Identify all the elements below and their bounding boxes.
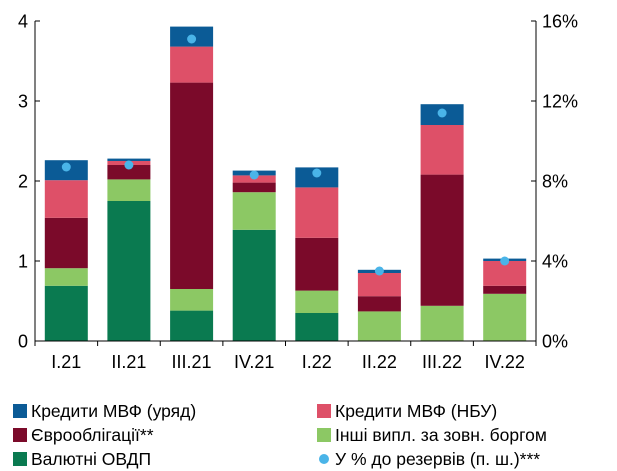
bar-segment [357,296,401,312]
legend-item-fx-govbonds: Валютні ОВДП [13,448,151,470]
legend-swatch [13,428,27,442]
bar-segment [170,82,214,289]
x-tick-label: II.22 [362,352,397,372]
legend: Кредити МВФ (уряд) Кредити МВФ (НБУ) Євр… [0,398,617,471]
x-tick-label: IV.22 [484,352,524,372]
x-tick-label: I.21 [51,352,81,372]
bar-segment [44,180,88,218]
bar-segment [44,217,88,269]
bar-segment [483,285,527,294]
legend-label: Валютні ОВДП [31,449,152,469]
x-tick-label: IV.21 [234,352,274,372]
bar-segment [357,273,401,297]
y-tick-label-right: 8% [542,172,568,192]
legend-label: Єврооблігації** [31,425,154,445]
reserve-share-marker [249,170,259,180]
bar-segment [170,310,214,341]
bar-segment [420,174,464,306]
bar-segment [420,125,464,175]
legend-item-other-external-debt: Інші випл. за зовн. боргом [317,424,547,446]
bar-segment [107,201,151,341]
bar-segment [357,311,401,341]
legend-label: Кредити МВФ (НБУ) [335,401,498,421]
legend-item-imf-nbu: Кредити МВФ (НБУ) [317,400,497,422]
y-tick-label-left: 3 [18,92,28,112]
y-tick-label-left: 0 [18,332,28,352]
legend-item-imf-government: Кредити МВФ (уряд) [13,400,196,422]
stacked-bar-chart: 0 1 2 3 4 0% 4% 8% 12% 16% I.21 II.21 III.21 IV.21 I.2… [18,12,578,373]
y-tick-label-right: 12% [542,92,578,112]
y-tick-label-left: 2 [18,172,28,192]
legend-label: Кредити МВФ (уряд) [31,401,197,421]
legend-label: У % до резервів (п. ш.)*** [335,449,541,469]
legend-swatch [13,404,27,418]
legend-swatch [13,452,27,466]
bar-segment [170,289,214,311]
reserve-share-marker [374,266,384,276]
x-tick-label: III.21 [172,352,212,372]
legend-dot [319,454,329,464]
bar-segment [107,158,151,161]
x-tick-label: III.22 [422,352,462,372]
x-tick-label: I.22 [302,352,332,372]
legend-item-eurobonds: Єврооблігації** [13,424,154,446]
bar-segment [295,237,339,291]
bar-segment [107,179,151,201]
bar-segment [232,192,276,230]
bar-segment [107,165,151,180]
bar-segment [295,313,339,341]
reserve-share-marker [500,256,510,266]
bar-segment [483,293,527,341]
bar-segment [420,305,464,341]
bar-segment [232,229,276,341]
bar-segment [295,187,339,238]
bar-segment [44,285,88,341]
reserve-share-marker [61,162,71,172]
bar-segment [44,268,88,286]
y-tick-label-left: 4 [18,12,28,32]
bar-segment [295,290,339,313]
legend-label: Інші випл. за зовн. боргом [335,425,547,445]
x-tick-label: II.21 [111,352,146,372]
bar-segment [232,182,276,193]
legend-item-share-of-reserves: У % до резервів (п. ш.)*** [317,448,540,470]
bar-segment [170,46,214,83]
reserve-share-marker [437,108,447,118]
y-tick-label-right: 16% [542,12,578,32]
reserve-share-marker [187,34,197,44]
reserve-share-marker [124,160,134,170]
legend-swatch [317,404,331,418]
y-tick-label-right: 4% [542,252,568,272]
legend-swatch [317,428,331,442]
y-tick-label-left: 1 [18,252,28,272]
reserve-share-marker [312,168,322,178]
y-tick-label-right: 0% [542,332,568,352]
